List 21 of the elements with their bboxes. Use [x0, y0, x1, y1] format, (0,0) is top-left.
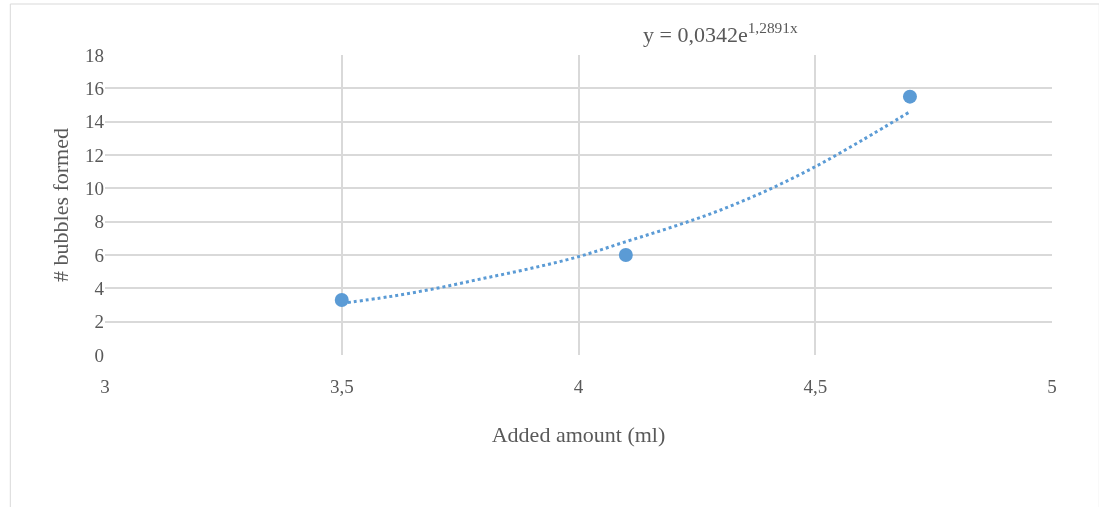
x-tick-label: 4,5: [803, 376, 828, 397]
y-tick-label: 18: [85, 44, 104, 66]
point: [618, 248, 633, 262]
point: [902, 89, 917, 104]
y-tick-label: 16: [85, 77, 104, 99]
y-tick-label: 8: [94, 211, 104, 233]
y-tick-label: 2: [94, 311, 104, 333]
x-tick-label: 5: [1047, 376, 1057, 397]
y-tick-label: 6: [94, 244, 104, 266]
x-tick-label: 3,5: [329, 376, 354, 397]
y-tick-label: 10: [85, 177, 104, 199]
y-tick-label: 0: [94, 344, 104, 366]
y-axis-title: # bubbles formed: [47, 128, 73, 282]
y-tick-label: 12: [85, 144, 104, 166]
x-axis-title: Added amount (ml): [491, 421, 666, 447]
text: y = 0,0342e$^{1,2891x}$: [643, 19, 798, 48]
y-tick-label: 14: [85, 111, 105, 133]
x-tick-label: 3: [100, 376, 110, 397]
y-tick-label: 4: [94, 277, 105, 299]
point: [334, 293, 349, 307]
x-tick-label: 4: [573, 376, 584, 397]
